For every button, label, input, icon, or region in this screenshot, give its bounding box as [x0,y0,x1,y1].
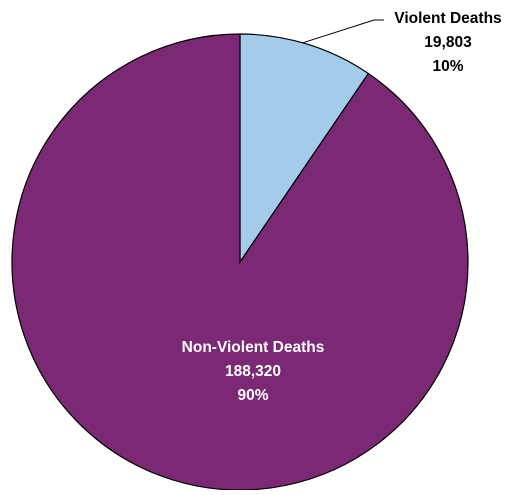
slice-label-violent-deaths-name: Violent Deaths [394,10,501,27]
slices-layer [11,33,469,491]
labels-layer: Violent Deaths 19,803 10% Non-Violent Death… [182,10,502,404]
pie-slice-violent-deaths [239,33,370,264]
pie-slice-non-violent-deaths [11,33,469,491]
violent-deaths-leader-line [302,19,384,44]
slice-label-non-violent-deaths-percent: 90% [237,387,268,404]
slice-label-non-violent-deaths-name: Non-Violent Deaths [182,339,325,356]
slice-label-violent-deaths-percent: 10% [432,58,463,75]
slice-label-non-violent-deaths-value: 188,320 [225,363,281,380]
slice-label-violent-deaths-value: 19,803 [424,34,472,51]
